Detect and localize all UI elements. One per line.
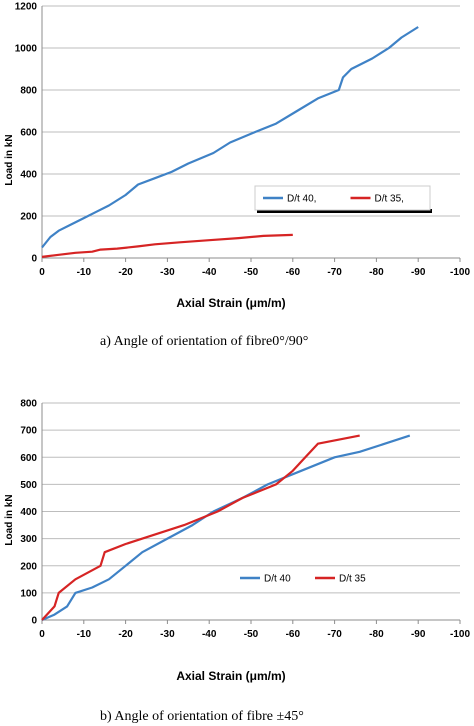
- y-tick-label: 1000: [15, 44, 38, 55]
- series-line-1: [41, 434, 411, 622]
- x-tick-label: -100: [450, 629, 470, 640]
- chart-caption: a) Angle of orientation of fibre0°/90°: [100, 334, 308, 349]
- y-tick-label: 1200: [15, 2, 38, 13]
- legend-label-2: D/t 35: [339, 574, 366, 585]
- chart-b: 0 100 200 300 400 500 600 700 800 0 -10 -20 -30 -40 -5…: [4, 399, 470, 725]
- x-tick-label: -10: [77, 629, 92, 640]
- legend-label-1: D/t 40: [264, 574, 291, 585]
- y-axis-label: Load in kN: [4, 494, 15, 545]
- y-tick-label: 700: [20, 426, 37, 437]
- y-tick-label: 400: [20, 170, 37, 181]
- y-tick-label: 0: [31, 254, 37, 265]
- x-tick-label: -20: [118, 267, 133, 278]
- x-tick-label: -100: [450, 267, 470, 278]
- x-tick-label: -60: [286, 629, 301, 640]
- y-tick-label: 0: [31, 616, 37, 627]
- y-tick-label: 800: [20, 86, 37, 97]
- x-tick-label: -20: [118, 629, 133, 640]
- y-tick-label: 600: [20, 453, 37, 464]
- x-tick-label: -90: [411, 267, 426, 278]
- x-tick-label: -80: [369, 267, 384, 278]
- x-tick-label: -50: [244, 267, 259, 278]
- legend-shadow: [257, 209, 432, 213]
- x-tick-label: 0: [39, 629, 45, 640]
- y-tick-label: 600: [20, 128, 37, 139]
- series-line-1: [41, 26, 419, 249]
- x-tick-label: -90: [411, 629, 426, 640]
- x-tick-label: -40: [202, 267, 217, 278]
- series-line-2: [41, 233, 293, 258]
- y-tick-label: 800: [20, 399, 37, 410]
- x-tick-label: -30: [160, 267, 175, 278]
- x-tick-label: -10: [77, 267, 92, 278]
- x-tick-label: -70: [327, 267, 342, 278]
- legend-box: [232, 568, 382, 588]
- series-line-2: [41, 434, 360, 621]
- x-tick-label: -50: [244, 629, 259, 640]
- x-axis-label: Axial Strain (μm/m): [176, 296, 285, 310]
- x-tick-label: -70: [327, 629, 342, 640]
- x-tick-label: 0: [39, 267, 45, 278]
- legend-label-2: D/t 35,: [375, 194, 404, 205]
- x-tick-label: -80: [369, 629, 384, 640]
- y-axis-label: Load in kN: [4, 134, 15, 185]
- y-tick-label: 200: [20, 212, 37, 223]
- chart-caption: b) Angle of orientation of fibre ±45°: [100, 709, 304, 724]
- y-tick-label: 500: [20, 480, 37, 491]
- y-tick-label: 300: [20, 534, 37, 545]
- legend-box: [254, 185, 431, 211]
- y-tick-label: 400: [20, 507, 37, 518]
- y-tick-label: 200: [20, 561, 37, 572]
- x-tick-label: -40: [202, 629, 217, 640]
- x-tick-label: -60: [286, 267, 301, 278]
- x-tick-label: -30: [160, 629, 175, 640]
- x-axis-label: Axial Strain (μm/m): [176, 669, 285, 683]
- legend-label-1: D/t 40,: [287, 194, 316, 205]
- chart-a: 0 200 400 600 800 1000 1200 0 -10 -20 -30 -40 -50 -60…: [4, 2, 470, 350]
- y-tick-label: 100: [20, 588, 37, 599]
